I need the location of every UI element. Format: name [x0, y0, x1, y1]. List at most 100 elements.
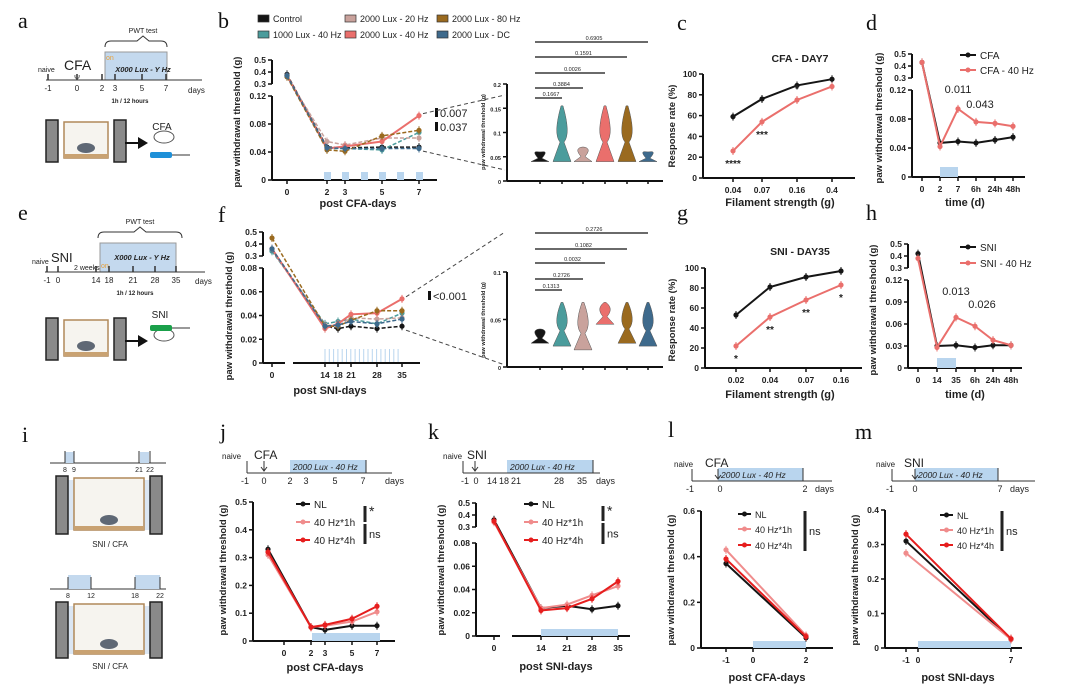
x-tick-label: 0.4 — [826, 185, 838, 195]
series-line-0 — [493, 519, 619, 611]
panel-letter-k: k — [428, 419, 439, 444]
panel-letter-l: l — [668, 417, 674, 442]
y-tick-label: 0.08 — [453, 538, 470, 548]
p-value-annotation: 0.037 — [440, 122, 468, 134]
stim-label: 2000 Lux - 40 Hz — [509, 462, 575, 472]
significance-stars: **** — [725, 159, 741, 170]
timeline-tick-label: 18 — [131, 593, 139, 600]
legend-label: NL — [957, 511, 969, 521]
stim-label: 2000 Lux - 40 Hz — [292, 462, 358, 472]
significance-stars: * — [795, 84, 799, 95]
x-tick-label: 3 — [343, 187, 348, 197]
data-point — [322, 622, 328, 628]
y-tick-label: 0.4 — [867, 505, 879, 515]
y-tick-label: 0.3 — [867, 540, 879, 550]
data-point — [733, 312, 739, 318]
chart-f-inset: 0 0.05 0.1 paw withdrawal threshold (g) 0.13… — [481, 227, 663, 372]
light-period-mark — [940, 167, 958, 177]
y-tick-label: 0.4 — [683, 552, 695, 562]
series-line-4 — [271, 237, 402, 327]
y-tick-label: 0.4 — [254, 67, 266, 77]
violin-4 — [617, 302, 637, 344]
p-value-label: 0.2726 — [553, 273, 570, 279]
significance-bar — [435, 122, 438, 131]
chart-title: CFA - DAY7 — [772, 53, 829, 65]
data-point — [759, 119, 765, 125]
data-point — [829, 83, 835, 90]
p-value-annotation: 0.026 — [968, 299, 996, 311]
naive-label: naive — [38, 67, 55, 74]
y-tick-label: 0.2 — [493, 83, 501, 89]
light-period-mark — [342, 172, 349, 180]
data-point — [308, 624, 314, 630]
significance-label: ns — [809, 526, 821, 538]
significance-label: ns — [1006, 526, 1018, 538]
data-point — [953, 314, 959, 320]
naive-label: naive — [443, 452, 463, 461]
y-axis-label: paw withdrawal threshold (g) — [874, 53, 885, 184]
chart-c: 0 20 40 60 80 100 Response rate (%) Filament st… — [667, 53, 855, 209]
event-label: SNI — [467, 448, 487, 462]
y-tick-label: 0.06 — [240, 287, 257, 297]
y-tick-label: 60 — [688, 111, 698, 121]
timeline-tick-label: 0 — [717, 484, 722, 494]
light-period-mark — [918, 641, 1011, 648]
mouse-icon — [100, 515, 118, 525]
data-point — [615, 583, 621, 589]
legend-marker — [528, 537, 534, 543]
x-tick-label: 35 — [613, 643, 623, 653]
timeline-tick-label: 7 — [164, 84, 169, 93]
legend-label: CFA - 40 Hz — [980, 66, 1034, 77]
days-label: days — [1010, 484, 1030, 494]
y-tick-label: 0.3 — [890, 263, 902, 273]
x-tick-label: 0 — [270, 370, 275, 380]
y-tick-label: 80 — [690, 283, 700, 293]
data-point — [335, 322, 341, 328]
led-panel-icon — [55, 475, 69, 535]
legend-label: 40 Hz*1h — [542, 518, 583, 529]
y-tick-label: 0.5 — [245, 227, 257, 237]
data-point — [399, 308, 405, 314]
timeline-tick-label: -1 — [43, 276, 51, 285]
x-axis-label: post CFA-days — [319, 198, 396, 210]
y-tick-label: 0.12 — [885, 275, 902, 285]
series-line-4 — [286, 76, 420, 153]
p-value-annotation: 0.013 — [942, 286, 970, 298]
gap-label: 2 weeks — [74, 265, 100, 272]
timeline-tick-label: 28 — [554, 476, 564, 486]
timeline-tick-label: 0 — [473, 476, 478, 486]
days-label: days — [815, 484, 835, 494]
data-point — [953, 342, 959, 348]
legend-marker — [944, 512, 949, 518]
data-point — [767, 284, 773, 290]
y-tick-label: 0.1 — [867, 609, 879, 619]
y-tick-label: 0.06 — [885, 319, 902, 329]
data-point — [416, 127, 422, 133]
x-tick-label: 2 — [804, 655, 809, 665]
y-tick-label: 0.08 — [889, 114, 906, 124]
legend-label: NL — [755, 510, 767, 520]
data-point — [803, 274, 809, 280]
significance-stars: ** — [766, 325, 774, 336]
data-point — [903, 550, 909, 556]
x-tick-label: 21 — [346, 370, 356, 380]
legend-label: SNI - 40 Hz — [980, 259, 1032, 270]
legend-marker — [300, 519, 306, 525]
light-period-mark — [541, 629, 618, 636]
x-tick-label: 0 — [920, 184, 925, 194]
y-tick-label: 0.09 — [885, 297, 902, 307]
x-tick-label: 5 — [350, 648, 355, 658]
y-tick-label: 0 — [498, 180, 501, 186]
y-tick-label: 0.08 — [249, 119, 266, 129]
paw-probe-icon — [150, 325, 172, 331]
data-point — [322, 627, 328, 633]
data-point — [416, 113, 422, 119]
legend-marker — [944, 542, 949, 548]
data-point — [416, 135, 422, 141]
y-axis-label: Response rate (%) — [667, 85, 678, 168]
mouse-icon — [153, 130, 175, 144]
zoom-guide-line — [405, 231, 506, 298]
legend-label: 2000 Lux - 40 Hz — [360, 30, 429, 40]
y-tick-label: 0.3 — [245, 251, 257, 261]
bracket-icon — [97, 226, 183, 239]
